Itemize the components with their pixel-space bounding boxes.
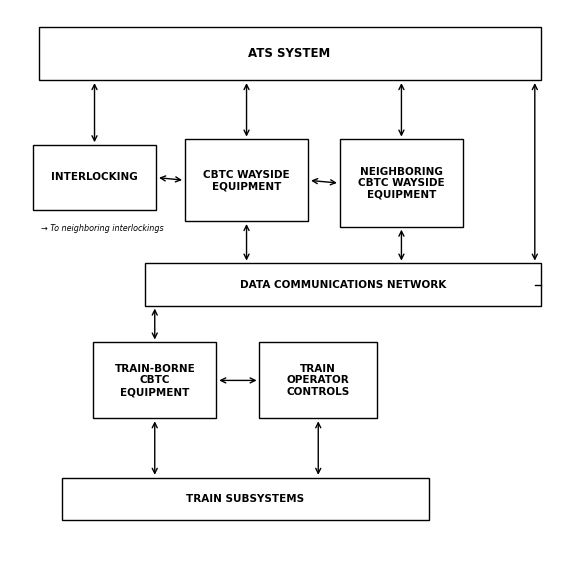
Bar bbox=[93, 343, 217, 419]
Bar bbox=[33, 145, 156, 210]
Text: TRAIN SUBSYSTEMS: TRAIN SUBSYSTEMS bbox=[186, 494, 304, 504]
Text: CBTC WAYSIDE
EQUIPMENT: CBTC WAYSIDE EQUIPMENT bbox=[203, 169, 290, 191]
Bar bbox=[145, 264, 541, 305]
Bar bbox=[38, 27, 541, 80]
Text: DATA COMMUNICATIONS NETWORK: DATA COMMUNICATIONS NETWORK bbox=[240, 280, 446, 289]
Text: TRAIN
OPERATOR
CONTROLS: TRAIN OPERATOR CONTROLS bbox=[286, 364, 350, 397]
Text: → To neighboring interlockings: → To neighboring interlockings bbox=[41, 224, 164, 233]
Bar bbox=[260, 343, 377, 419]
Text: NEIGHBORING
CBTC WAYSIDE
EQUIPMENT: NEIGHBORING CBTC WAYSIDE EQUIPMENT bbox=[358, 166, 445, 200]
Text: INTERLOCKING: INTERLOCKING bbox=[51, 173, 138, 182]
Bar bbox=[62, 478, 429, 520]
Text: TRAIN-BORNE
CBTC
EQUIPMENT: TRAIN-BORNE CBTC EQUIPMENT bbox=[115, 364, 195, 397]
Text: ATS SYSTEM: ATS SYSTEM bbox=[249, 47, 331, 60]
Bar bbox=[185, 140, 308, 221]
Bar bbox=[340, 140, 463, 227]
